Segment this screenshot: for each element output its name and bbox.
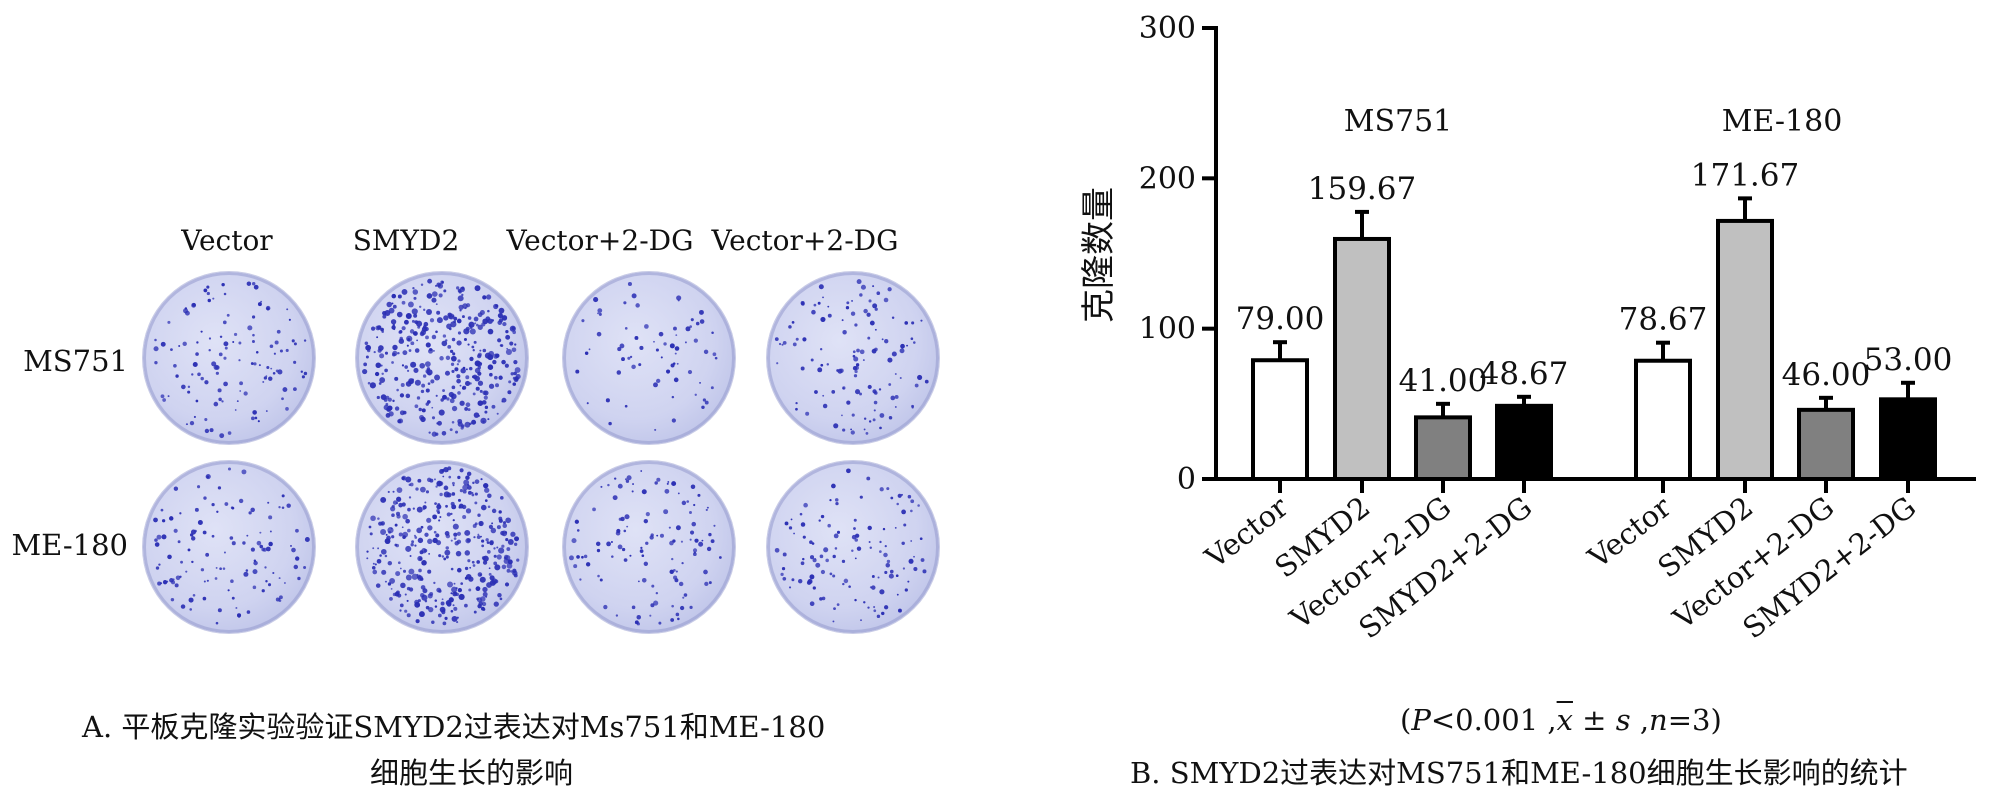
- y-tick-label: 0: [1177, 462, 1196, 497]
- colony-dots: [569, 470, 722, 626]
- plate-ms751-vector-2dg: [563, 272, 735, 444]
- y-axis-label: 克隆数量: [1079, 187, 1119, 323]
- column-label-vector-2dg: Vector+2-DG: [506, 224, 694, 257]
- stats-note: (P<0.001 ,x ± s ,n=3): [1400, 703, 1722, 737]
- stat-xbar: x: [1556, 703, 1573, 737]
- group-title: MS751: [1344, 104, 1453, 139]
- colony-dots: [153, 467, 310, 625]
- bar: [1879, 397, 1937, 481]
- bar: [1414, 415, 1472, 482]
- colony-dots: [366, 466, 520, 626]
- colony-dots: [575, 281, 718, 431]
- group-title: ME-180: [1722, 104, 1843, 139]
- y-tick-label: 200: [1139, 161, 1196, 196]
- data-label: 79.00: [1236, 301, 1325, 337]
- column-label-vector-2dg-2: Vector+2-DG: [711, 224, 899, 257]
- data-label: 46.00: [1782, 357, 1871, 393]
- column-label-vector: Vector: [181, 224, 273, 257]
- plate-me180-smyd2: [356, 461, 528, 633]
- colony-dots: [362, 278, 521, 437]
- y-tick-label: 100: [1139, 312, 1196, 347]
- caption-a-line2: 细胞生长的影响: [370, 756, 574, 790]
- data-label: 171.67: [1691, 157, 1799, 193]
- data-label: 53.00: [1864, 342, 1953, 378]
- plate-ms751-smyd2: [356, 272, 528, 444]
- data-label: 41.00: [1399, 363, 1488, 399]
- bar: [1333, 236, 1391, 481]
- stat-n: n: [1649, 703, 1668, 737]
- bar: [1634, 358, 1692, 481]
- bar: [1251, 358, 1309, 481]
- bar: [1495, 403, 1553, 481]
- plate-ms751-vector-2dg-2: [767, 272, 939, 444]
- bar: [1797, 407, 1855, 482]
- plate-me180-vector: [143, 461, 315, 633]
- stat-neq: =3: [1667, 703, 1711, 737]
- row-label-me180: ME-180: [11, 528, 128, 562]
- row-label-ms751: MS751: [23, 344, 128, 378]
- stat-pm: ±: [1572, 703, 1616, 737]
- data-label: 78.67: [1619, 302, 1708, 338]
- caption-b: B. SMYD2过表达对MS751和ME-180细胞生长影响的统计: [1130, 756, 1908, 790]
- colony-dots: [774, 279, 929, 435]
- colony-dots: [774, 468, 927, 623]
- bar: [1716, 218, 1774, 481]
- column-label-smyd2: SMYD2: [352, 224, 460, 257]
- data-label: 48.67: [1480, 356, 1569, 392]
- y-tick-label: 300: [1139, 11, 1196, 46]
- caption-a-line1: A. 平板克隆实验验证SMYD2过表达对Ms751和ME-180: [82, 710, 826, 744]
- stat-cond: <0.001 ,: [1430, 703, 1557, 737]
- plate-me180-vector-2dg: [563, 461, 735, 633]
- data-label: 159.67: [1308, 171, 1416, 207]
- stat-p: P: [1411, 703, 1431, 737]
- plate-me180-vector-2dg-2: [767, 461, 939, 633]
- stat-s: s: [1615, 703, 1631, 737]
- colony-dots: [153, 281, 308, 439]
- plate-ms751-vector: [143, 272, 315, 444]
- stat-comma: ,: [1630, 703, 1650, 737]
